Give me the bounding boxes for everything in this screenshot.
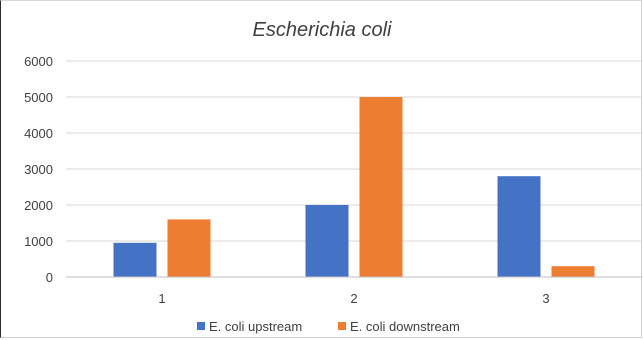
bars [113, 97, 595, 277]
bar-downstream-3 [551, 266, 595, 277]
legend-swatch [197, 322, 205, 330]
bar-upstream-2 [305, 205, 349, 277]
legend-label: E. coli downstream [350, 319, 460, 334]
y-tick-label: 1000 [24, 234, 53, 249]
gridlines [66, 60, 642, 242]
legend-swatch [338, 322, 346, 330]
y-tick-label: 0 [46, 270, 53, 285]
y-tick-label: 6000 [24, 54, 53, 69]
y-axis-ticks: 0 1000 2000 3000 4000 5000 6000 [24, 54, 53, 285]
x-tick-label: 2 [350, 291, 357, 306]
bar-upstream-1 [113, 242, 157, 277]
y-tick-label: 3000 [24, 162, 53, 177]
bar-downstream-2 [359, 97, 403, 277]
x-axis-ticks: 1 2 3 [158, 291, 549, 306]
y-tick-label: 5000 [24, 90, 53, 105]
x-tick-label: 3 [542, 291, 549, 306]
legend-label: E. coli upstream [209, 319, 302, 334]
y-tick-label: 2000 [24, 198, 53, 213]
y-tick-label: 4000 [24, 126, 53, 141]
legend: E. coli upstream E. coli downstream [197, 319, 460, 334]
x-tick-label: 1 [158, 291, 165, 306]
chart-title: Escherichia coli [253, 19, 393, 41]
bar-upstream-3 [497, 176, 541, 277]
bar-downstream-1 [167, 219, 211, 277]
